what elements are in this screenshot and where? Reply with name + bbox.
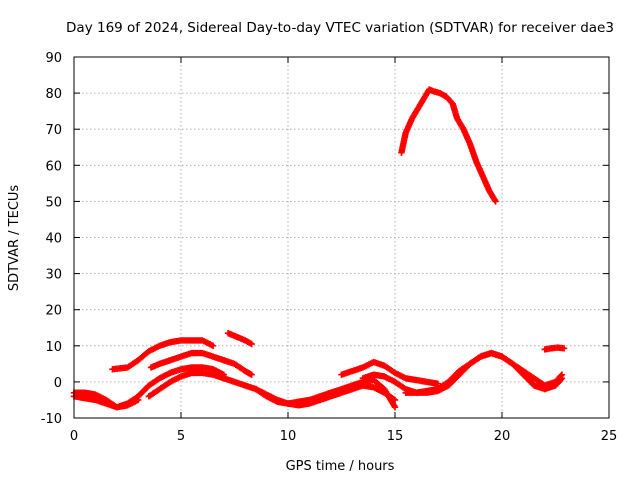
- y-tick-label: 60: [45, 159, 62, 174]
- series-arc-08: [284, 376, 399, 411]
- y-tick-label: -10: [41, 412, 62, 427]
- data-point: [558, 375, 566, 382]
- x-axis-label: GPS time / hours: [286, 459, 395, 474]
- series-arc-13: [541, 344, 568, 353]
- x-tick-label: 20: [494, 429, 511, 444]
- x-tick-label: 5: [177, 429, 185, 444]
- data-point: [209, 342, 217, 349]
- data-point: [248, 340, 255, 348]
- series-arc-02: [70, 393, 142, 411]
- data-series: [70, 86, 568, 411]
- y-tick-label: 50: [45, 195, 62, 210]
- data-point: [560, 345, 568, 352]
- data-point: [557, 376, 565, 383]
- axis-ticks: 0 5 10 15 20 25 -10 0 10 20 30 40 50 60 70 80 90: [41, 51, 618, 444]
- data-point: [434, 380, 441, 387]
- data-point: [135, 396, 142, 404]
- series-arc-01: [70, 364, 227, 411]
- x-tick-label: 25: [601, 429, 618, 444]
- y-tick-label: 0: [54, 376, 62, 391]
- series-arc-04: [147, 349, 255, 378]
- data-point: [248, 371, 255, 378]
- data-point: [492, 198, 499, 205]
- series-arc-03: [109, 337, 217, 373]
- y-tick-label: 70: [45, 123, 62, 138]
- x-tick-label: 10: [280, 429, 297, 444]
- y-tick-label: 80: [45, 87, 62, 102]
- chart-title: Day 169 of 2024, Sidereal Day-to-day VTE…: [66, 20, 614, 36]
- y-tick-label: 10: [45, 340, 62, 355]
- series-arc-09: [338, 358, 441, 387]
- series-arc-06: [224, 329, 255, 348]
- x-tick-label: 0: [70, 429, 78, 444]
- y-tick-label: 90: [45, 51, 62, 66]
- y-tick-label: 30: [45, 268, 62, 283]
- series-arc-12: [398, 86, 499, 205]
- series-arc-11: [402, 349, 566, 396]
- y-tick-label: 20: [45, 304, 62, 319]
- y-axis-label: SDTVAR / TECUs: [7, 185, 22, 292]
- y-tick-label: 40: [45, 232, 62, 247]
- data-point: [391, 403, 399, 411]
- x-tick-label: 15: [387, 429, 404, 444]
